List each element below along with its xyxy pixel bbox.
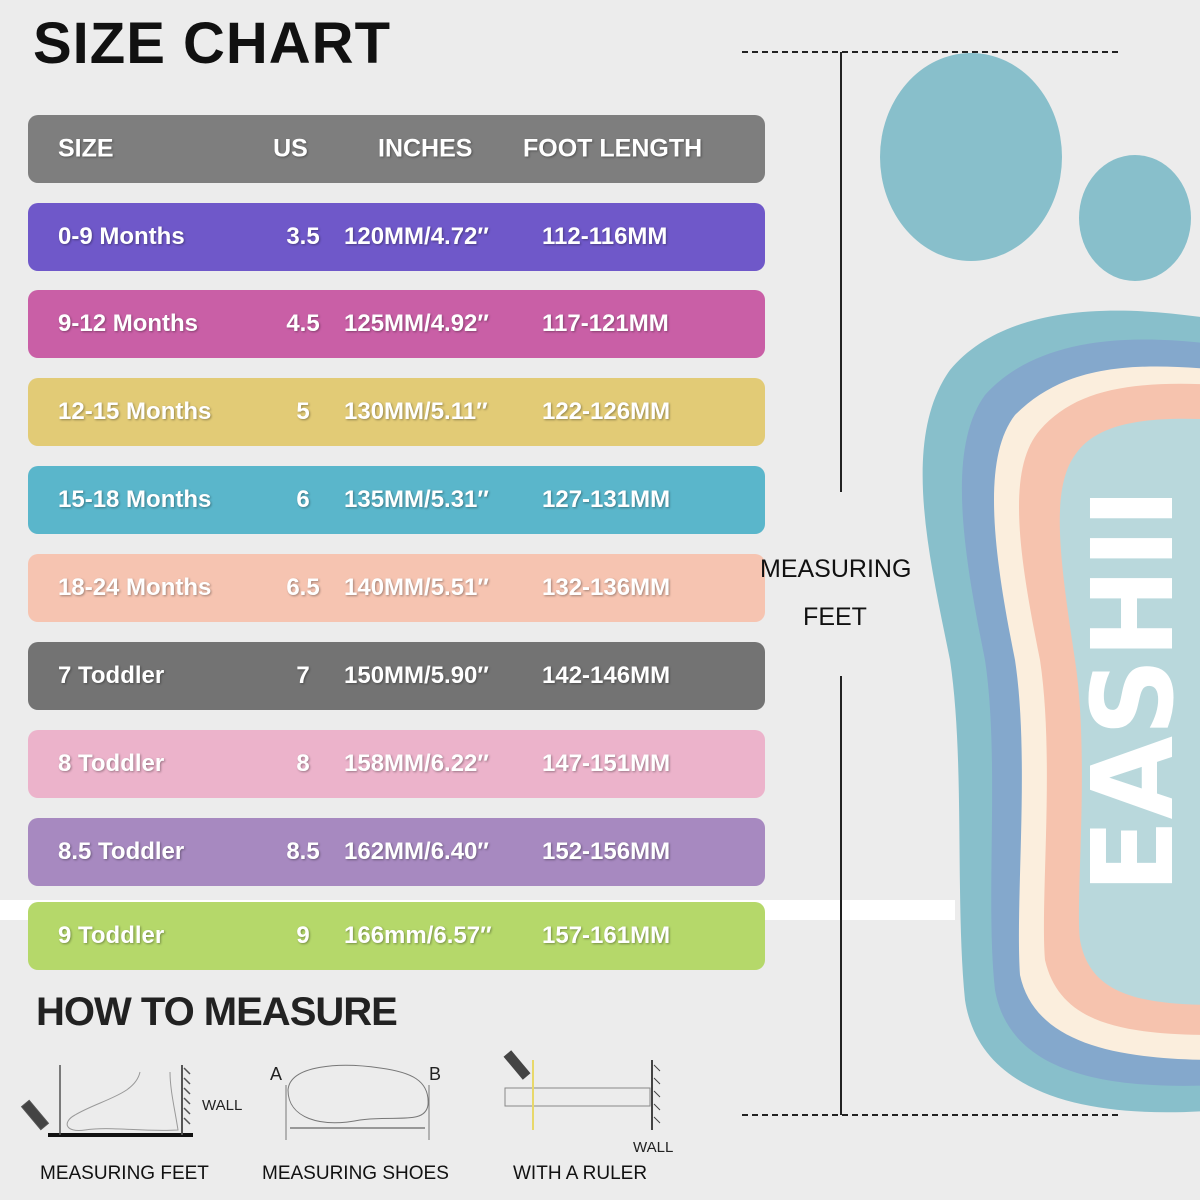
- size-cell: 0-9 Months: [58, 223, 185, 250]
- us-cell: 3.5: [286, 223, 320, 250]
- us-cell: 6: [296, 486, 310, 513]
- inches-cell: 125MM/4.92″: [344, 310, 489, 337]
- table-header: SIZE US INCHES FOOT LENGTH: [28, 115, 765, 183]
- logo-text: EASHII: [1069, 488, 1199, 893]
- inches-cell: 166mm/6.57″: [344, 922, 492, 949]
- size-cell: 12-15 Months: [58, 398, 212, 425]
- table-row: 9-12 Months 4.5 125MM/4.92″ 117-121MM: [28, 290, 765, 358]
- foot-length-cell: 142-146MM: [542, 662, 671, 689]
- us-cell: 9: [296, 922, 310, 949]
- table-row: 9 Toddler 9 166mm/6.57″ 157-161MM: [28, 902, 765, 970]
- inches-cell: 130MM/5.11″: [344, 398, 488, 425]
- inches-cell: 140MM/5.51″: [344, 574, 489, 601]
- page-title: SIZE CHART: [33, 11, 391, 76]
- us-cell: 4.5: [286, 310, 320, 337]
- inches-cell: 158MM/6.22″: [344, 750, 489, 777]
- how-to-measure-title: HOW TO MEASURE: [36, 990, 398, 1034]
- header-foot-length: FOOT LENGTH: [523, 134, 703, 163]
- caption-measuring-shoes: MEASURING SHOES: [262, 1163, 449, 1184]
- header-us: US: [273, 134, 308, 163]
- caption-with-a-ruler: WITH A RULER: [513, 1163, 648, 1184]
- foot-length-cell: 147-151MM: [542, 750, 671, 777]
- table-row: 18-24 Months 6.5 140MM/5.51″ 132-136MM: [28, 554, 765, 622]
- us-cell: 5: [296, 398, 310, 425]
- us-cell: 8: [296, 750, 310, 777]
- us-cell: 8.5: [286, 838, 320, 865]
- measuring-label-line1: MEASURING: [760, 555, 912, 583]
- table-row: 12-15 Months 5 130MM/5.11″ 122-126MM: [28, 378, 765, 446]
- measuring-label-line2: FEET: [803, 603, 867, 631]
- foot-length-cell: 157-161MM: [542, 922, 671, 949]
- foot-length-cell: 127-131MM: [542, 486, 671, 513]
- caption-measuring-feet: MEASURING FEET: [40, 1163, 209, 1184]
- table-row: 8 Toddler 8 158MM/6.22″ 147-151MM: [28, 730, 765, 798]
- size-cell: 7 Toddler: [58, 662, 165, 689]
- foot-length-cell: 122-126MM: [542, 398, 671, 425]
- inches-cell: 150MM/5.90″: [344, 662, 489, 689]
- big-toe: [880, 53, 1062, 261]
- table-row: 8.5 Toddler 8.5 162MM/6.40″ 152-156MM: [28, 818, 765, 886]
- header-inches: INCHES: [378, 134, 473, 163]
- header-size: SIZE: [58, 134, 114, 163]
- table-row: 15-18 Months 6 135MM/5.31″ 127-131MM: [28, 466, 765, 534]
- foot-length-cell: 152-156MM: [542, 838, 671, 865]
- table-row: 0-9 Months 3.5 120MM/4.72″ 112-116MM: [28, 203, 765, 271]
- us-cell: 7: [296, 662, 310, 689]
- inches-cell: 135MM/5.31″: [344, 486, 489, 513]
- small-toe: [1079, 155, 1191, 281]
- table-row: 7 Toddler 7 150MM/5.90″ 142-146MM: [28, 642, 765, 710]
- size-cell: 18-24 Months: [58, 574, 212, 601]
- size-cell: 8 Toddler: [58, 750, 165, 777]
- size-cell: 8.5 Toddler: [58, 838, 185, 865]
- inches-cell: 120MM/4.72″: [344, 223, 489, 250]
- us-cell: 6.5: [286, 574, 320, 601]
- foot-length-cell: 112-116MM: [542, 223, 668, 250]
- inches-cell: 162MM/6.40″: [344, 838, 489, 865]
- size-cell: 15-18 Months: [58, 486, 212, 513]
- size-cell: 9-12 Months: [58, 310, 199, 337]
- measuring-feet-label: MEASURING FEET: [760, 545, 912, 641]
- foot-length-cell: 132-136MM: [542, 574, 671, 601]
- size-cell: 9 Toddler: [58, 922, 165, 949]
- foot-length-cell: 117-121MM: [542, 310, 669, 337]
